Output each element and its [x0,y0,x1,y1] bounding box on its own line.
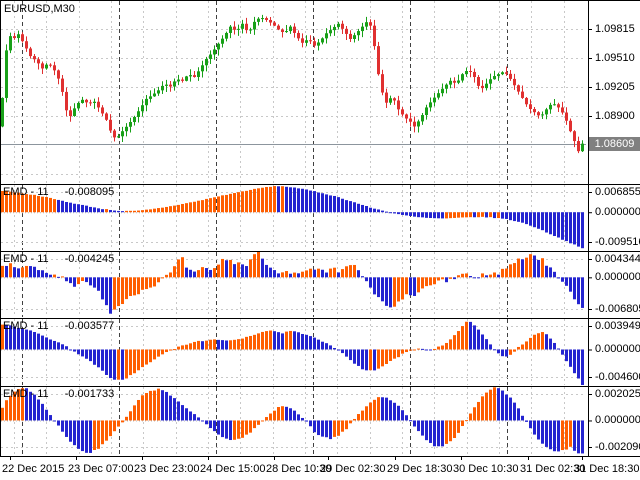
time-axis-label: 29 Dec 18:30 [387,463,453,475]
indicator-scale-label: 0.000000 [595,271,640,284]
indicator-value: -0.008095 [64,186,115,198]
time-axis-label: 30 Dec 10:30 [453,463,519,475]
indicator-name: EMD - 11 [3,320,49,332]
indicator-panel-2-title: EMD - 11 -0.004245 [3,253,114,266]
indicator-name: EMD - 11 [3,253,49,265]
indicator-value: -0.004245 [64,253,115,265]
time-axis-label: 28 Dec 10:30 [266,463,332,475]
time-axis-label: 31 Dec 02:30 [520,463,586,475]
indicator-scale-label: -0.009516 [595,236,640,248]
time-axis-label: 23 Dec 23:00 [134,463,200,475]
indicator-name: EMD - 11 [3,388,49,400]
price-scale-label: 1.09205 [595,81,635,93]
indicator-scale-label: 0.006855 [595,186,640,198]
symbol-timeframe-title: EURUSD,M30 [4,3,75,15]
time-axis-label: 31 Dec 18:30 [574,463,640,475]
price-scale-label: 1.09510 [595,52,635,64]
time-axis-label: 24 Dec 15:00 [200,463,266,475]
indicator-scale-label: 0.004344 [595,253,640,265]
indicator-panel-4-title: EMD - 11 -0.001733 [3,388,114,401]
indicator-scale-label: 0.000000 [595,206,640,219]
indicator-panel-1-title: EMD - 11 -0.008095 [3,186,114,199]
time-axis-label: 23 Dec 07:00 [68,463,134,475]
indicator-scale-label: 0.000000 [595,343,640,356]
price-scale-label: 1.08900 [595,110,635,122]
indicator-value: -0.003577 [64,320,115,332]
indicator-scale-label: -0.004600 [595,371,640,383]
time-axis-label: 29 Dec 02:30 [320,463,386,475]
time-axis-label: 22 Dec 2015 [2,463,65,475]
indicator-scale-label: -0.002090 [595,441,640,453]
indicator-name: EMD - 11 [3,186,49,198]
indicator-scale-label: 0.000000 [595,414,640,427]
indicator-scale-label: -0.006805 [595,303,640,315]
current-price-tag: 1.08609 [589,137,640,151]
indicator-scale-label: 0.003949 [595,320,640,332]
price-scale-label: 1.09815 [595,23,635,35]
indicator-value: -0.001733 [64,388,115,400]
indicator-scale-label: 0.002025 [595,388,640,400]
indicator-panel-3-title: EMD - 11 -0.003577 [3,320,114,333]
